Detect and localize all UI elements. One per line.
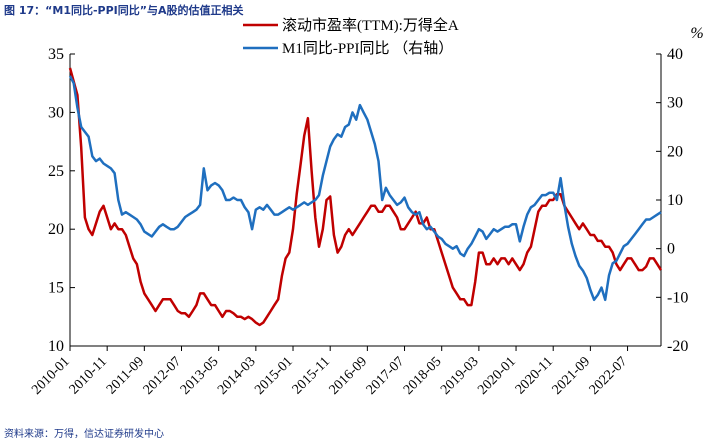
right-axis-unit: %	[690, 25, 703, 42]
series-line-1	[68, 67, 663, 327]
left-tick-label: 25	[48, 163, 64, 180]
x-tick-label: 2022-07	[587, 354, 631, 398]
left-tick-label: 30	[48, 104, 64, 121]
x-tick-label: 2018-05	[401, 354, 445, 398]
x-tick-label: 2012-07	[141, 354, 185, 398]
series-line-2	[68, 75, 662, 302]
left-tick-label: 10	[48, 338, 64, 355]
x-tick-label: 2010-11	[67, 354, 110, 397]
x-tick-label: 2016-09	[327, 354, 371, 398]
x-tick-label: 2017-07	[364, 354, 408, 398]
right-tick-label: -20	[667, 338, 688, 355]
figure-title: 图 17：“M1同比-PPI同比”与A股的估值正相关	[4, 4, 244, 17]
right-tick-label: 0	[667, 241, 675, 258]
x-tick-label: 2013-05	[178, 354, 222, 398]
x-tick-label: 2015-11	[290, 354, 333, 397]
x-tick-label: 2019-03	[438, 354, 482, 398]
x-tick-label: 2020-01	[475, 354, 519, 398]
right-tick-label: -10	[667, 289, 688, 306]
legend-label-1: 滚动市盈率(TTM):万得全A	[282, 16, 459, 34]
chart-legend: 滚动市盈率(TTM):万得全A M1同比-PPI同比 （右轴）	[243, 16, 459, 57]
right-tick-label: 10	[667, 192, 683, 209]
right-tick-label: 30	[667, 95, 683, 112]
x-tick-label: 2014-03	[215, 354, 259, 398]
left-tick-label: 20	[48, 221, 64, 238]
source-note: 资料来源：万得，信达证券研发中心	[4, 429, 164, 440]
chart-lines	[68, 67, 663, 327]
x-tick-label: 2020-11	[513, 354, 556, 397]
right-tick-label: 20	[667, 143, 683, 160]
x-tick-label: 2011-09	[104, 354, 147, 397]
left-tick-label: 15	[48, 280, 64, 297]
x-tick-label: 2010-01	[29, 354, 73, 398]
right-tick-label: 40	[667, 46, 683, 63]
left-tick-label: 35	[48, 46, 64, 63]
x-tick-label: 2015-01	[252, 354, 296, 398]
x-tick-label: 2021-09	[550, 354, 594, 398]
legend-label-2: M1同比-PPI同比 （右轴）	[282, 40, 453, 57]
